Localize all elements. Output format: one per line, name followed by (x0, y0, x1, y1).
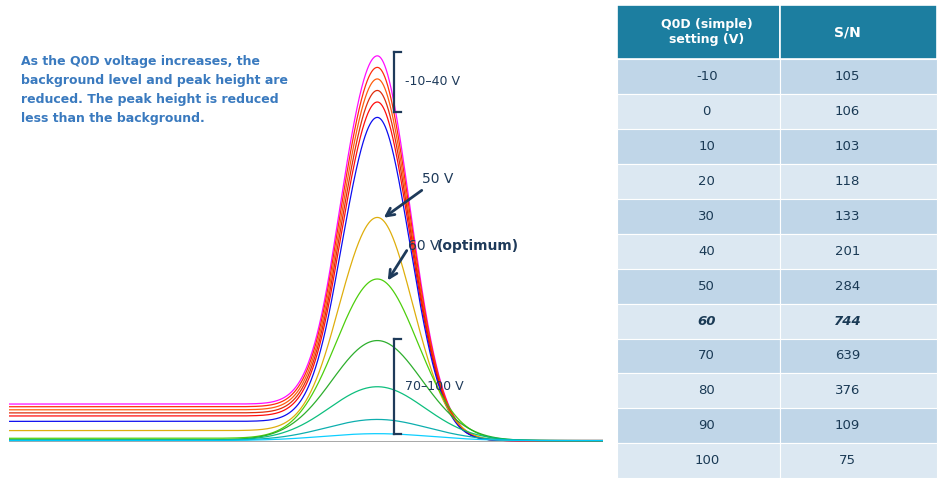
Text: 109: 109 (835, 419, 860, 432)
Text: Q0D (simple)
setting (V): Q0D (simple) setting (V) (661, 18, 753, 46)
Bar (780, 408, 937, 443)
Text: 60: 60 (697, 314, 716, 327)
Text: 10: 10 (698, 140, 715, 153)
Text: 105: 105 (835, 70, 860, 83)
Text: 20: 20 (698, 175, 715, 188)
Text: 80: 80 (698, 384, 715, 398)
Bar (780, 164, 937, 199)
Bar (617, 164, 780, 199)
Bar (617, 408, 780, 443)
Bar (617, 199, 780, 234)
Bar (780, 443, 937, 478)
Bar (617, 339, 780, 373)
Text: 103: 103 (835, 140, 860, 153)
Text: 376: 376 (835, 384, 860, 398)
Text: 118: 118 (835, 175, 860, 188)
Bar (780, 269, 937, 304)
Bar (780, 59, 937, 94)
Text: 106: 106 (835, 105, 860, 118)
Bar (780, 304, 937, 339)
Bar (780, 129, 937, 164)
Bar (780, 373, 937, 408)
Text: 284: 284 (835, 280, 860, 293)
Text: 100: 100 (694, 454, 720, 467)
Text: -10: -10 (696, 70, 718, 83)
Text: 639: 639 (835, 350, 860, 362)
Bar (780, 5, 937, 59)
Bar (617, 373, 780, 408)
Text: -10–40 V: -10–40 V (405, 75, 460, 88)
Text: 70–100 V: 70–100 V (405, 380, 463, 393)
Bar (617, 234, 780, 269)
Bar (780, 94, 937, 129)
Text: 744: 744 (834, 314, 862, 327)
Text: 50: 50 (698, 280, 715, 293)
Text: 90: 90 (698, 419, 715, 432)
Text: (optimum): (optimum) (437, 239, 519, 253)
Text: 40: 40 (698, 245, 715, 258)
Bar (617, 5, 780, 59)
Text: 0: 0 (703, 105, 711, 118)
Text: 70: 70 (698, 350, 715, 362)
Bar (780, 199, 937, 234)
Text: 133: 133 (835, 210, 860, 223)
Bar (617, 129, 780, 164)
Text: 30: 30 (698, 210, 715, 223)
Text: S/N: S/N (835, 25, 861, 39)
Text: 201: 201 (835, 245, 860, 258)
Bar (617, 269, 780, 304)
Text: As the Q0D voltage increases, the
background level and peak height are
reduced. : As the Q0D voltage increases, the backgr… (22, 55, 288, 125)
Bar (617, 94, 780, 129)
Bar (780, 234, 937, 269)
Bar (617, 443, 780, 478)
Bar (617, 59, 780, 94)
Text: 50 V: 50 V (386, 172, 453, 216)
Text: 60 V: 60 V (408, 239, 444, 253)
Bar (617, 304, 780, 339)
Bar (780, 339, 937, 373)
Text: 75: 75 (839, 454, 856, 467)
